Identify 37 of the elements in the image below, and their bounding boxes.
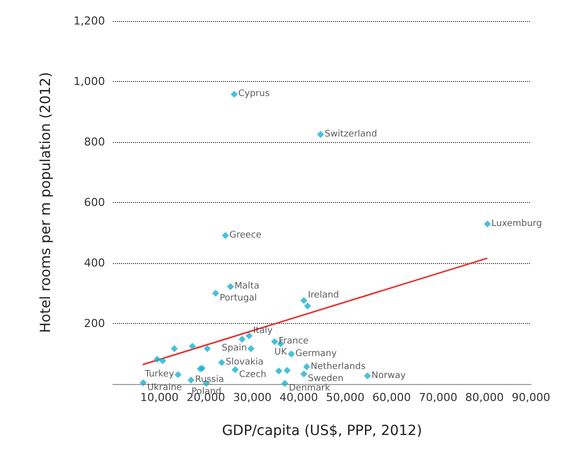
annotation: Malta: [234, 282, 260, 292]
annotation: Ukraine: [147, 382, 182, 393]
annotation: Luxemburg: [491, 218, 542, 229]
x-tick-label: 50,000: [326, 391, 364, 404]
y-tick-label: 200: [84, 317, 105, 330]
y-tick-label: 1,200: [74, 14, 105, 28]
annotation: Netherlands: [310, 362, 366, 372]
annotation: Norway: [372, 370, 406, 381]
x-tick-label: 90,000: [512, 391, 550, 404]
annotation: Denmark: [288, 383, 331, 394]
annotation: Cyprus: [238, 89, 270, 100]
y-tick-label: 800: [84, 136, 105, 148]
annotation: Germany: [295, 349, 338, 360]
annotation: Greece: [229, 230, 262, 240]
annotation: Turkey: [144, 370, 175, 380]
y-axis-title: Hotel rooms per m population (2012): [38, 72, 54, 333]
annotation: Switzerland: [324, 129, 378, 140]
annotation: Slovakia: [226, 358, 264, 368]
x-tick-label: 60,000: [372, 391, 411, 404]
annotation: France: [278, 336, 310, 347]
annotation: Russia: [195, 375, 224, 386]
x-tick-label: 70,000: [418, 391, 458, 404]
x-tick-label: 80,000: [465, 391, 504, 404]
x-tick-label: 30,000: [233, 391, 272, 404]
annotation: Italy: [253, 326, 274, 336]
x-axis-title: GDP/capita (US$, PPP, 2012): [222, 423, 422, 439]
annotation: UK: [274, 347, 288, 358]
y-tick-label: 400: [84, 256, 105, 270]
x-tick-label: 10,000: [140, 391, 179, 404]
annotation: Portugal: [220, 293, 257, 304]
y-tick-label: 1,000: [74, 75, 105, 88]
annotation: Spain: [222, 344, 247, 354]
annotation: Czech: [239, 370, 266, 380]
annotation: Ireland: [308, 290, 340, 301]
y-tick-label: 600: [84, 196, 105, 209]
x-tick-label: 40,000: [280, 391, 318, 404]
annotation: Sweden: [308, 374, 344, 384]
